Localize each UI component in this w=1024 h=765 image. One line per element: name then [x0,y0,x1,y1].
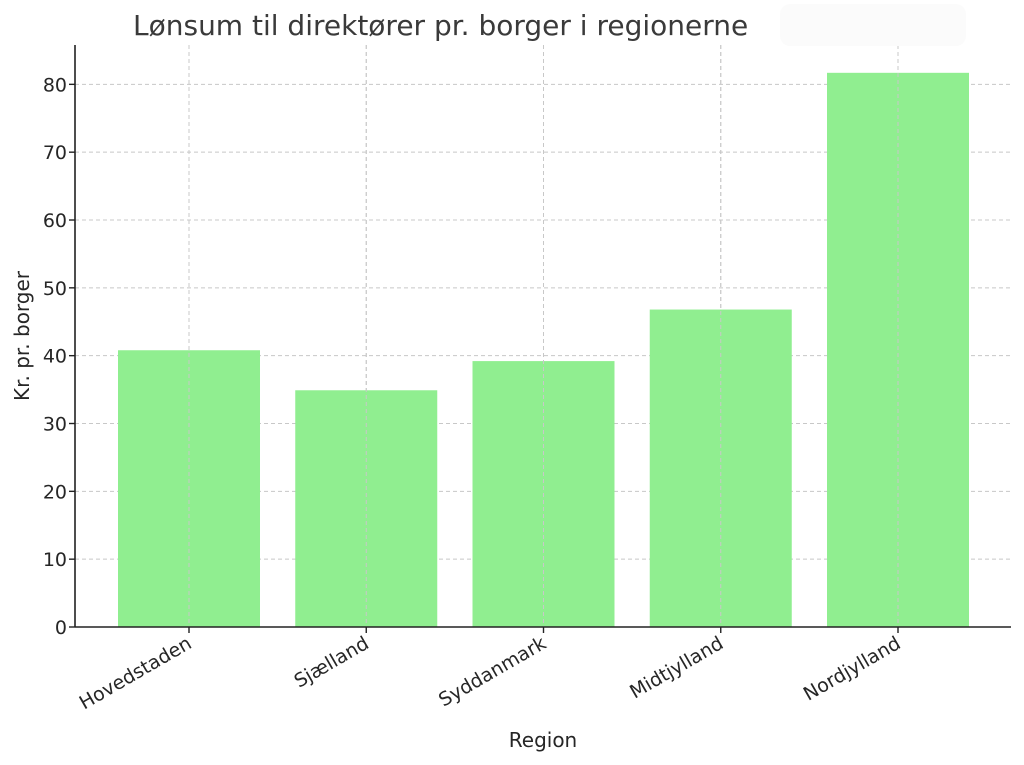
y-axis-title: Kr. pr. borger [10,270,34,401]
x-tick-label: Midtjylland [626,632,727,703]
y-tick-label: 20 [43,481,67,503]
y-tick-label: 40 [43,346,67,368]
y-tick-label: 70 [43,142,67,164]
y-tick-label: 10 [43,549,67,571]
y-ticks: 0 10 20 30 40 50 60 70 80 [43,74,75,639]
y-tick-label: 30 [43,414,67,436]
y-tick-label: 0 [55,617,67,639]
x-tick-label: Nordjylland [800,632,905,705]
x-tick-label: Sjælland [290,632,372,692]
x-ticks: Hovedstaden Sjælland Syddanmark Midtjylland… [76,627,905,714]
x-tick-label: Syddanmark [435,632,550,711]
title-redaction [780,4,966,46]
bars [118,45,969,628]
x-axis-title: Region [509,728,577,752]
chart-title: Lønsum til direktører pr. borger i regio… [133,9,748,42]
y-tick-label: 60 [43,210,67,232]
y-tick-label: 50 [43,278,67,300]
y-tick-label: 80 [43,74,67,96]
x-tick-label: Hovedstaden [76,632,196,714]
